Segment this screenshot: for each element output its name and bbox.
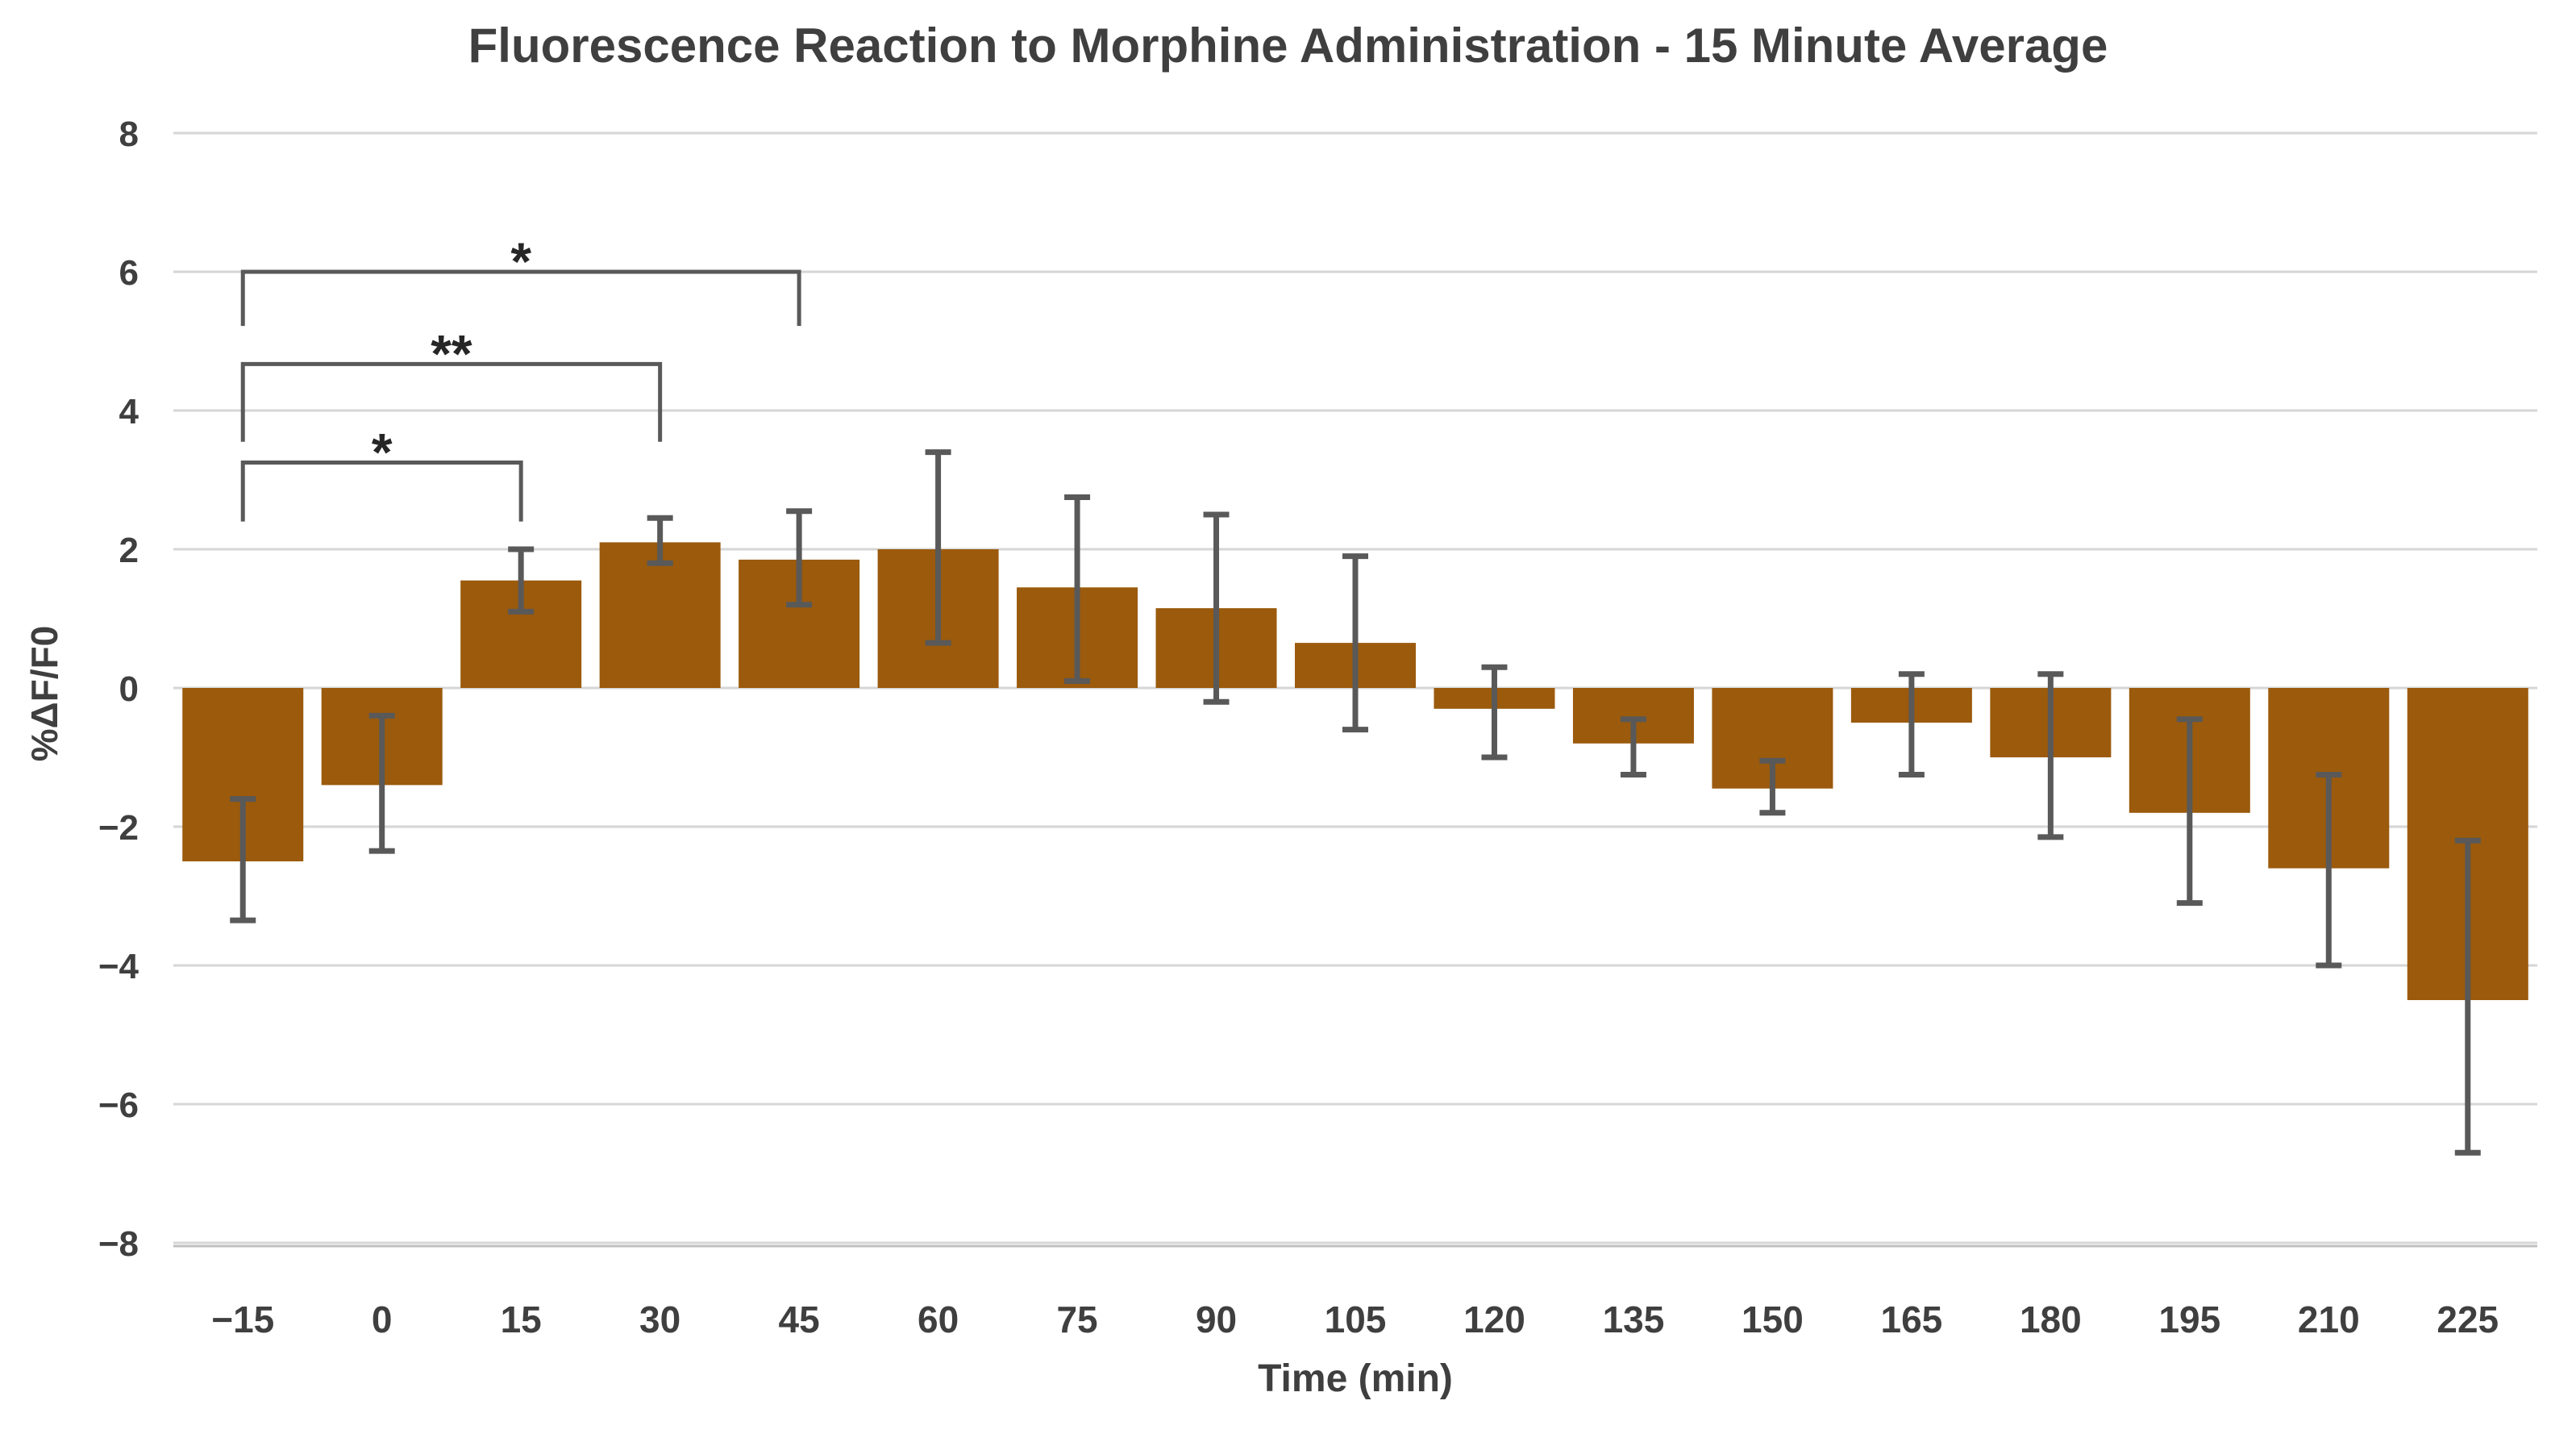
x-tick-label: 45 — [779, 1299, 820, 1340]
significance-bracket — [240, 361, 663, 442]
x-tick-label: 180 — [2020, 1299, 2082, 1340]
y-tick-label: −2 — [98, 808, 139, 848]
y-tick-label: 0 — [119, 669, 139, 709]
x-tick-label: 150 — [1742, 1299, 1804, 1340]
x-tick-label: 135 — [1603, 1299, 1665, 1340]
x-tick-label: −15 — [211, 1299, 274, 1340]
x-tick-label: 75 — [1056, 1299, 1097, 1340]
x-tick-label: 0 — [372, 1299, 393, 1340]
chart-title: Fluorescence Reaction to Morphine Admini… — [468, 19, 2108, 73]
x-tick-label: 60 — [918, 1299, 959, 1340]
significance-label: * — [510, 231, 531, 291]
x-axis-title: Time (min) — [1258, 1357, 1453, 1400]
y-tick-label: −8 — [98, 1224, 139, 1264]
x-tick-label: 195 — [2158, 1299, 2220, 1340]
significance-label: ** — [431, 323, 472, 383]
y-tick-label: 6 — [119, 253, 139, 293]
x-tick-label: 30 — [639, 1299, 680, 1340]
x-tick-label: 15 — [501, 1299, 542, 1340]
y-tick-label: −6 — [98, 1086, 139, 1125]
y-tick-label: −4 — [98, 947, 139, 986]
y-tick-label: 8 — [119, 115, 139, 154]
x-tick-label: 225 — [2437, 1299, 2499, 1340]
y-tick-label: 4 — [119, 392, 139, 431]
significance-bracket — [240, 461, 523, 522]
x-tick-label: 90 — [1196, 1299, 1237, 1340]
x-tick-label: 120 — [1463, 1299, 1525, 1340]
x-tick-label: 105 — [1325, 1299, 1387, 1340]
x-tick-label: 165 — [1881, 1299, 1943, 1340]
x-tick-label: 210 — [2298, 1299, 2360, 1340]
significance-bracket — [240, 269, 801, 327]
bar — [599, 542, 721, 688]
significance-label: * — [372, 423, 393, 482]
y-tick-label: 2 — [119, 531, 139, 570]
